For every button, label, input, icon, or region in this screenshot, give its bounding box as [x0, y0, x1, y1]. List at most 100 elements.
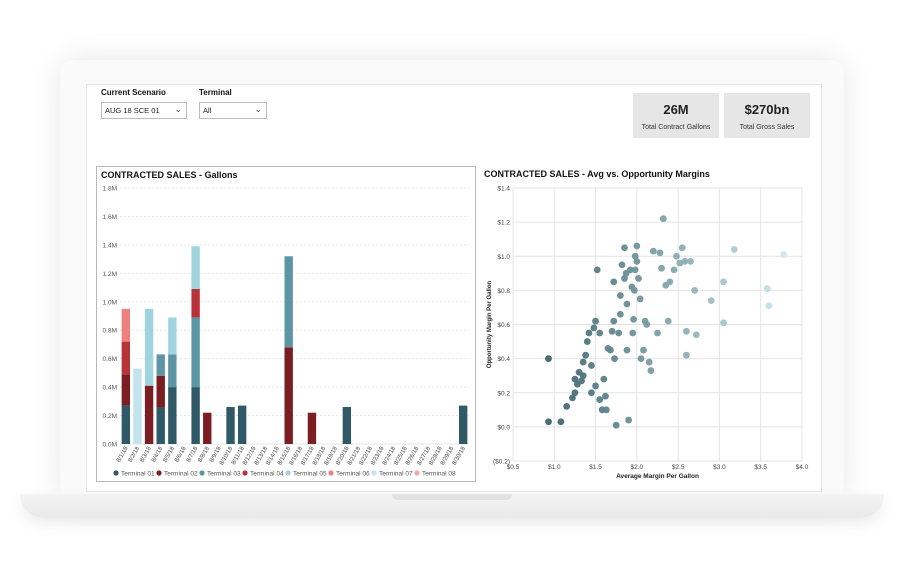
- legend-label[interactable]: Terminal 07: [379, 470, 413, 477]
- scatter-point[interactable]: [588, 389, 595, 397]
- bar-segment[interactable]: [144, 308, 154, 386]
- scatter-point[interactable]: [683, 351, 690, 359]
- scatter-point[interactable]: [633, 257, 641, 265]
- legend-label[interactable]: Terminal 08: [422, 470, 456, 477]
- scatter-point[interactable]: [621, 244, 628, 252]
- bar-segment[interactable]: [203, 412, 212, 444]
- scatter-point[interactable]: [691, 286, 699, 294]
- scatter-point[interactable]: [645, 358, 653, 366]
- bar-segment[interactable]: [237, 405, 247, 444]
- scatter-point[interactable]: [588, 362, 595, 369]
- scatter-point[interactable]: [571, 375, 579, 383]
- bar-segment[interactable]: [307, 412, 317, 444]
- scatter-point[interactable]: [611, 355, 618, 363]
- scatter-point[interactable]: [571, 389, 579, 397]
- scatter-point[interactable]: [640, 346, 647, 354]
- bar-segment[interactable]: [342, 407, 352, 444]
- scatter-point[interactable]: [602, 406, 610, 414]
- bar-segment[interactable]: [156, 407, 165, 444]
- scatter-point[interactable]: [579, 372, 587, 380]
- bar-segment[interactable]: [191, 387, 200, 444]
- bar-segment[interactable]: [191, 288, 200, 318]
- scatter-point[interactable]: [678, 244, 686, 252]
- bar-segment[interactable]: [284, 347, 293, 444]
- scatter-point[interactable]: [636, 295, 644, 303]
- legend-label[interactable]: Terminal 06: [336, 470, 370, 477]
- scatter-point[interactable]: [623, 300, 631, 308]
- scatter-point[interactable]: [707, 297, 715, 305]
- scatter-point[interactable]: [600, 375, 608, 383]
- scatter-point[interactable]: [664, 317, 672, 325]
- scenario-dropdown[interactable]: AUG 18 SCE 01 ⌄: [101, 102, 187, 119]
- bar-segment[interactable]: [168, 317, 177, 355]
- legend-label[interactable]: Terminal 05: [293, 470, 327, 477]
- scatter-point[interactable]: [610, 278, 618, 286]
- scatter-point[interactable]: [635, 275, 642, 282]
- scatter-point[interactable]: [780, 251, 788, 258]
- bar-segment[interactable]: [133, 368, 142, 444]
- legend-label[interactable]: Terminal 04: [250, 470, 284, 477]
- scatter-point[interactable]: [683, 327, 690, 335]
- bar-segment[interactable]: [121, 374, 131, 406]
- bar-segment[interactable]: [144, 385, 154, 444]
- scatter-point[interactable]: [763, 285, 771, 293]
- bar-segment[interactable]: [168, 387, 177, 444]
- scatter-point[interactable]: [647, 367, 655, 374]
- scatter-point[interactable]: [630, 315, 637, 323]
- scatter-point[interactable]: [585, 329, 593, 337]
- scatter-point[interactable]: [615, 329, 623, 337]
- scatter-point[interactable]: [623, 346, 631, 354]
- scatter-point[interactable]: [658, 264, 666, 272]
- bar-segment[interactable]: [121, 405, 131, 444]
- scatter-point[interactable]: [643, 321, 651, 328]
- bar-segment[interactable]: [226, 407, 235, 444]
- scatter-point[interactable]: [631, 266, 639, 274]
- scatter-point[interactable]: [579, 358, 587, 366]
- scatter-point[interactable]: [545, 355, 552, 363]
- scatter-point[interactable]: [592, 382, 599, 390]
- scatter-point[interactable]: [629, 329, 637, 337]
- scatter-point[interactable]: [596, 396, 604, 403]
- scatter-point[interactable]: [730, 246, 738, 253]
- bar-segment[interactable]: [284, 256, 293, 348]
- scatter-point[interactable]: [602, 392, 609, 400]
- scatter-point[interactable]: [616, 310, 624, 318]
- scatter-point[interactable]: [687, 257, 694, 265]
- scatter-point[interactable]: [593, 266, 601, 274]
- bar-segment[interactable]: [459, 405, 468, 444]
- bar-segment[interactable]: [168, 354, 177, 388]
- scatter-point[interactable]: [582, 351, 590, 359]
- scatter-point[interactable]: [654, 329, 661, 337]
- scatter-point[interactable]: [583, 338, 591, 345]
- scatter-point[interactable]: [720, 319, 727, 327]
- scatter-point[interactable]: [765, 302, 773, 310]
- scatter-point[interactable]: [625, 416, 632, 424]
- scatter-point[interactable]: [656, 249, 664, 257]
- scatter-point[interactable]: [673, 252, 680, 260]
- scatter-point[interactable]: [681, 257, 689, 265]
- terminal-dropdown[interactable]: All ⌄: [199, 102, 267, 119]
- scatter-point[interactable]: [596, 329, 604, 337]
- legend-label[interactable]: Terminal 02: [164, 470, 198, 477]
- scatter-point[interactable]: [633, 242, 641, 250]
- legend-label[interactable]: Terminal 01: [121, 470, 155, 477]
- scatter-point[interactable]: [612, 421, 620, 429]
- scatter-point[interactable]: [692, 331, 700, 339]
- scatter-point[interactable]: [608, 327, 616, 335]
- bar-segment[interactable]: [156, 375, 165, 408]
- scatter-point[interactable]: [592, 317, 599, 325]
- scatter-point[interactable]: [631, 252, 639, 260]
- bar-segment[interactable]: [191, 246, 200, 289]
- bar-segment[interactable]: [156, 354, 165, 376]
- scatter-point[interactable]: [621, 275, 628, 282]
- scatter-point[interactable]: [618, 261, 626, 269]
- scatter-point[interactable]: [616, 292, 624, 299]
- scatter-point[interactable]: [557, 418, 565, 426]
- legend-label[interactable]: Terminal 03: [207, 470, 241, 477]
- scatter-point[interactable]: [607, 346, 614, 354]
- bar-segment[interactable]: [191, 317, 200, 388]
- scatter-point[interactable]: [630, 286, 638, 294]
- scatter-point[interactable]: [569, 394, 576, 402]
- scatter-point[interactable]: [610, 317, 618, 325]
- scatter-point[interactable]: [637, 355, 645, 363]
